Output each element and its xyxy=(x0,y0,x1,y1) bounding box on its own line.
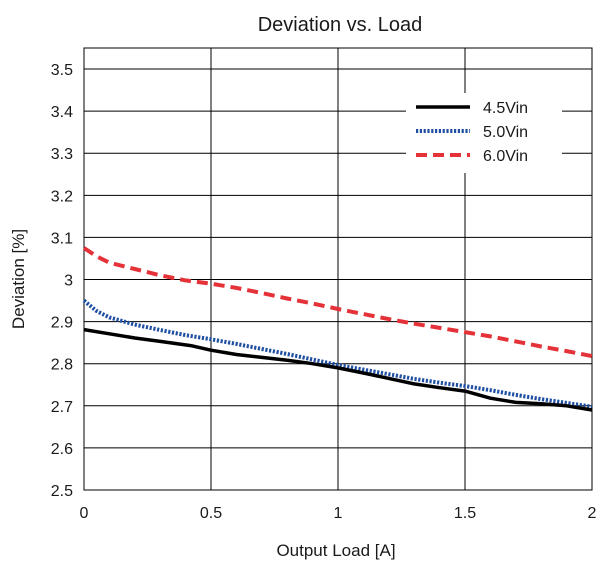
y-tick-label: 2.6 xyxy=(51,441,73,458)
legend-label: 5.0Vin xyxy=(483,124,528,141)
y-axis-ticks: 2.5 2.6 2.7 2.8 2.9 3 3.1 3.2 3.3 3.4 3.5 xyxy=(51,62,73,500)
x-tick-label: 2 xyxy=(588,505,597,522)
legend: 4.5Vin 5.0Vin 6.0Vin xyxy=(406,93,562,173)
series-line-6-0vin xyxy=(82,246,593,359)
x-axis-label: Output Load [A] xyxy=(276,541,395,560)
series-line-5-0vin xyxy=(82,299,593,409)
legend-label: 6.0Vin xyxy=(483,148,528,165)
series-layer xyxy=(82,246,593,412)
y-tick-label: 3.1 xyxy=(51,230,73,247)
x-tick-label: 0 xyxy=(80,505,89,522)
x-tick-label: 0.5 xyxy=(200,505,222,522)
x-axis-ticks: 0 0.5 1 1.5 2 xyxy=(80,505,597,522)
y-tick-label: 3.5 xyxy=(51,62,73,79)
y-tick-label: 2.7 xyxy=(51,399,73,416)
chart-title: Deviation vs. Load xyxy=(258,14,423,36)
y-tick-label: 3.2 xyxy=(51,188,73,205)
series-line-4-5vin xyxy=(83,327,593,412)
y-axis-label: Deviation [%] xyxy=(9,229,28,329)
x-tick-label: 1 xyxy=(334,505,343,522)
legend-label: 4.5Vin xyxy=(483,100,528,117)
y-tick-label: 2.9 xyxy=(51,315,73,332)
y-tick-label: 3.3 xyxy=(51,146,73,163)
y-tick-label: 3.4 xyxy=(51,104,73,121)
y-tick-label: 2.8 xyxy=(51,357,73,374)
plot-frame xyxy=(83,47,593,491)
y-tick-label: 3 xyxy=(64,273,73,290)
y-tick-label: 2.5 xyxy=(51,483,73,500)
x-tick-label: 1.5 xyxy=(454,505,476,522)
